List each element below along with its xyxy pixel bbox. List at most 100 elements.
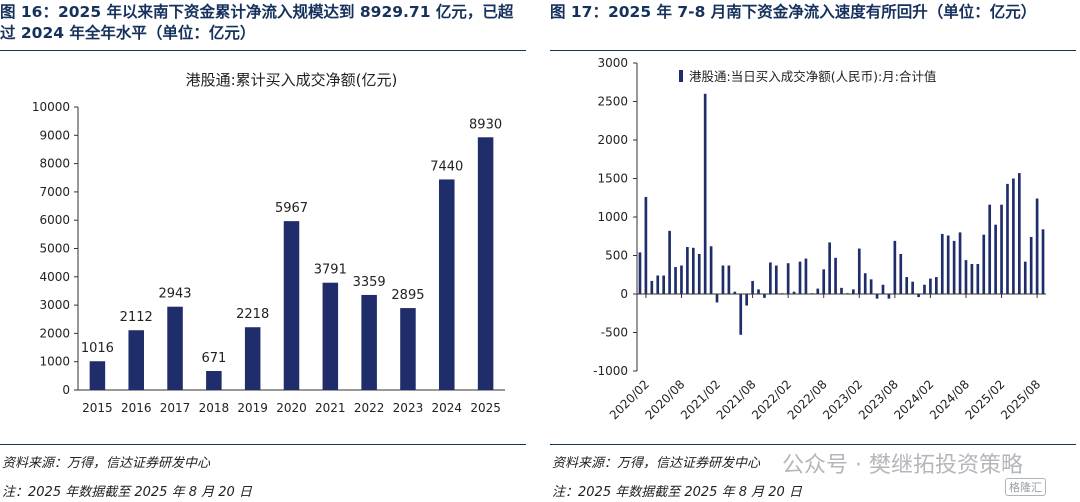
right-bottom-rule (550, 444, 1076, 445)
bar (206, 371, 222, 390)
bar (857, 248, 861, 294)
bar (674, 267, 677, 294)
bar (875, 294, 879, 299)
x-tick-label: 2022 (354, 401, 385, 415)
bar (691, 247, 695, 294)
bar (727, 265, 731, 294)
bar (763, 294, 766, 298)
bar (976, 263, 980, 294)
bar (952, 240, 956, 294)
left-note: 注：2025 年数据截至 2025 年 8 月 20 日 (2, 485, 252, 500)
x-tick-label: 2019 (237, 401, 268, 415)
right-source: 资料来源：万得，信达证券研发中心 (552, 456, 761, 471)
bar-data-label: 3791 (314, 263, 347, 278)
legend-label: 港股通:当日买入成交净额(人民币):月:合计值 (689, 69, 936, 84)
x-tick-label: 2020 (276, 401, 307, 415)
bar (757, 289, 760, 294)
bar-data-label: 2895 (391, 288, 424, 303)
y-tick-label: 8000 (39, 157, 70, 171)
right-chart: -1000-5000500100015002000250030002020/02… (593, 56, 1046, 422)
y-tick-label: -1000 (593, 364, 628, 378)
bar (283, 221, 300, 390)
right-figure-panel: 图 17：2025 年 7-8 月南下资金净流入速度有所回升（单位：亿元） -1… (550, 0, 1080, 502)
watermark-logo: 格隆汇 (1005, 478, 1046, 496)
bar (988, 204, 992, 294)
x-tick-label: 2025/08 (998, 377, 1043, 422)
bar (923, 284, 926, 294)
right-figure-title: 图 17：2025 年 7-8 月南下资金净流入速度有所回升（单位：亿元） (550, 3, 1037, 21)
watermark-text: 公众号 · 樊继拓投资策略 (782, 453, 1023, 478)
x-tick-label: 2017 (160, 401, 191, 415)
left-source: 资料来源：万得，信达证券研发中心 (2, 456, 211, 471)
y-tick-label: 1000 (597, 210, 628, 224)
bar (751, 280, 754, 294)
bar (935, 277, 938, 294)
bar (167, 306, 183, 390)
y-tick-label: 3000 (39, 298, 70, 312)
bar (697, 253, 701, 294)
bar (786, 263, 790, 294)
bar (1041, 229, 1045, 294)
x-tick-label: 2015 (82, 401, 113, 415)
bar (739, 294, 743, 335)
legend-swatch (679, 70, 683, 82)
bar (656, 275, 660, 294)
bar (1017, 173, 1021, 294)
bar-data-label: 2943 (158, 287, 191, 302)
x-tick-label: 2021 (315, 401, 346, 415)
right-note: 注：2025 年数据截至 2025 年 8 月 20 日 (552, 485, 802, 500)
y-tick-label: 2500 (597, 95, 628, 109)
bar (816, 288, 820, 294)
y-tick-label: 4000 (39, 270, 70, 284)
bar (668, 230, 671, 294)
bar (244, 327, 261, 390)
y-tick-label: 1000 (39, 355, 70, 369)
x-tick-label: 2023 (393, 401, 424, 415)
x-tick-label: 2018 (199, 401, 230, 415)
x-tick-label: 2024 (431, 401, 462, 415)
bar (439, 179, 455, 390)
bar (1012, 178, 1015, 294)
chart-title: 港股通:累计买入成交净额(亿元) (186, 71, 398, 89)
bar (798, 261, 802, 294)
bar-data-label: 671 (201, 351, 226, 366)
bar (929, 278, 932, 294)
bar (361, 294, 377, 390)
bar (887, 294, 891, 299)
bar (703, 93, 707, 294)
bar (709, 246, 713, 294)
left-figure-title: 图 16：2025 年以来南下资金累计净流入规模达到 8929.71 亿元，已超… (0, 3, 514, 42)
bar (1006, 183, 1009, 294)
bar (322, 282, 339, 390)
bar (958, 232, 962, 294)
bar (970, 263, 974, 294)
bar (917, 294, 920, 298)
bar-data-label: 5967 (275, 201, 308, 216)
bar (863, 273, 867, 294)
y-tick-label: 0 (620, 287, 628, 301)
y-tick-label: 500 (605, 249, 628, 263)
bar (828, 242, 831, 294)
bar (680, 265, 683, 294)
y-tick-label: 2000 (597, 133, 628, 147)
y-tick-label: -500 (601, 326, 628, 340)
y-tick-label: 2000 (39, 326, 70, 340)
bar (745, 294, 748, 306)
bar (662, 275, 666, 294)
left-bottom-rule (0, 444, 526, 445)
x-tick-label: 2025 (470, 401, 501, 415)
bar (840, 287, 843, 294)
y-tick-label: 1500 (597, 172, 628, 186)
y-tick-label: 7000 (39, 185, 70, 199)
bar (1029, 237, 1033, 294)
bar-data-label: 2218 (236, 307, 269, 322)
bar (769, 262, 772, 294)
bar-data-label: 7440 (430, 159, 463, 174)
bar (638, 252, 642, 294)
bar (774, 265, 778, 294)
bar (1035, 198, 1039, 294)
bar (940, 233, 944, 294)
bar (644, 196, 648, 294)
bar (899, 253, 903, 294)
bar (1000, 204, 1003, 294)
